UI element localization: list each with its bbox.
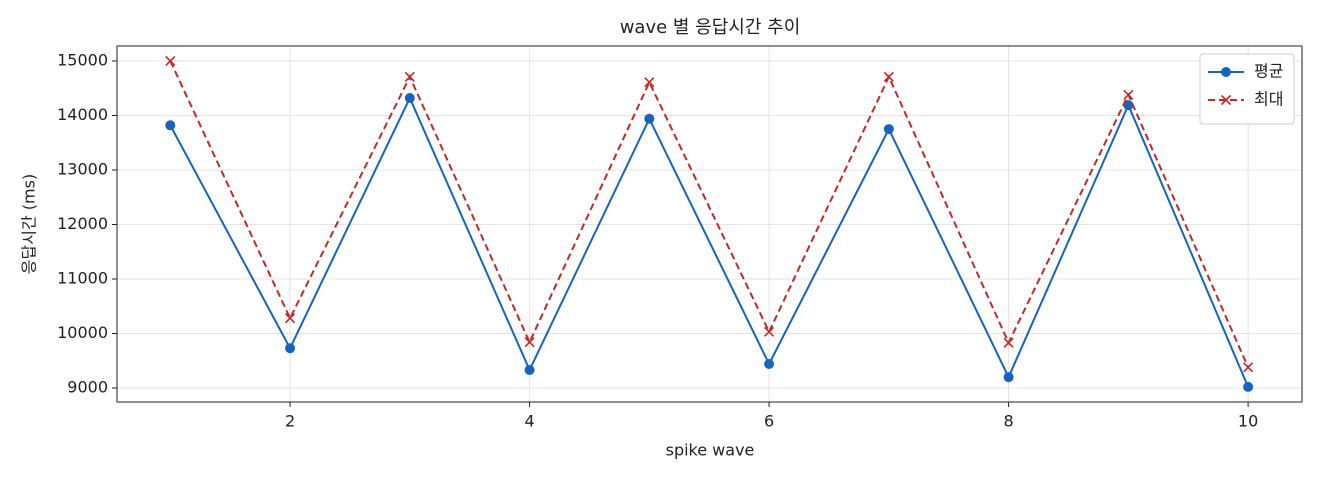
point [284,313,296,324]
y-tick-label: 13000 [57,159,108,178]
series-line [169,95,1250,388]
legend-marker [1221,67,1231,77]
x-tick-label: 2 [285,412,295,431]
y-axis-label: 응답시간 (ms) [20,174,39,274]
point [524,337,535,348]
point [165,55,176,67]
x-axis-label: spike wave [666,441,755,460]
point [764,326,775,337]
point [764,359,775,370]
legend-marker [1220,94,1232,106]
point [1003,337,1014,348]
point [404,93,415,104]
x-tick-label: 4 [524,412,534,431]
y-tick-label: 15000 [57,50,108,69]
y-tick-label: 10000 [57,323,108,342]
y-tick-label: 9000 [67,377,108,396]
point [644,77,655,88]
y-tick-label: 12000 [57,214,108,233]
point [1243,381,1254,392]
x-tick-label: 6 [764,412,774,431]
chart-title: wave 별 응답시간 추이 [620,17,801,38]
point [1003,372,1014,383]
point [404,71,415,82]
point [883,124,894,135]
plot-frame [116,45,1303,403]
legend-label: 평균 [1254,62,1283,81]
point [644,113,655,124]
y-tick-label: 14000 [57,105,108,124]
point [285,343,296,354]
x-tick-label: 8 [1004,412,1014,431]
legend-label: 최대 [1254,90,1283,109]
point [165,120,176,131]
point [1123,100,1134,111]
y-tick-label: 11000 [57,268,108,287]
series-line [169,60,1250,368]
point [524,365,535,376]
point [1243,362,1254,373]
x-tick-label: 10 [1238,412,1258,431]
point [1123,89,1134,100]
point [883,71,894,82]
